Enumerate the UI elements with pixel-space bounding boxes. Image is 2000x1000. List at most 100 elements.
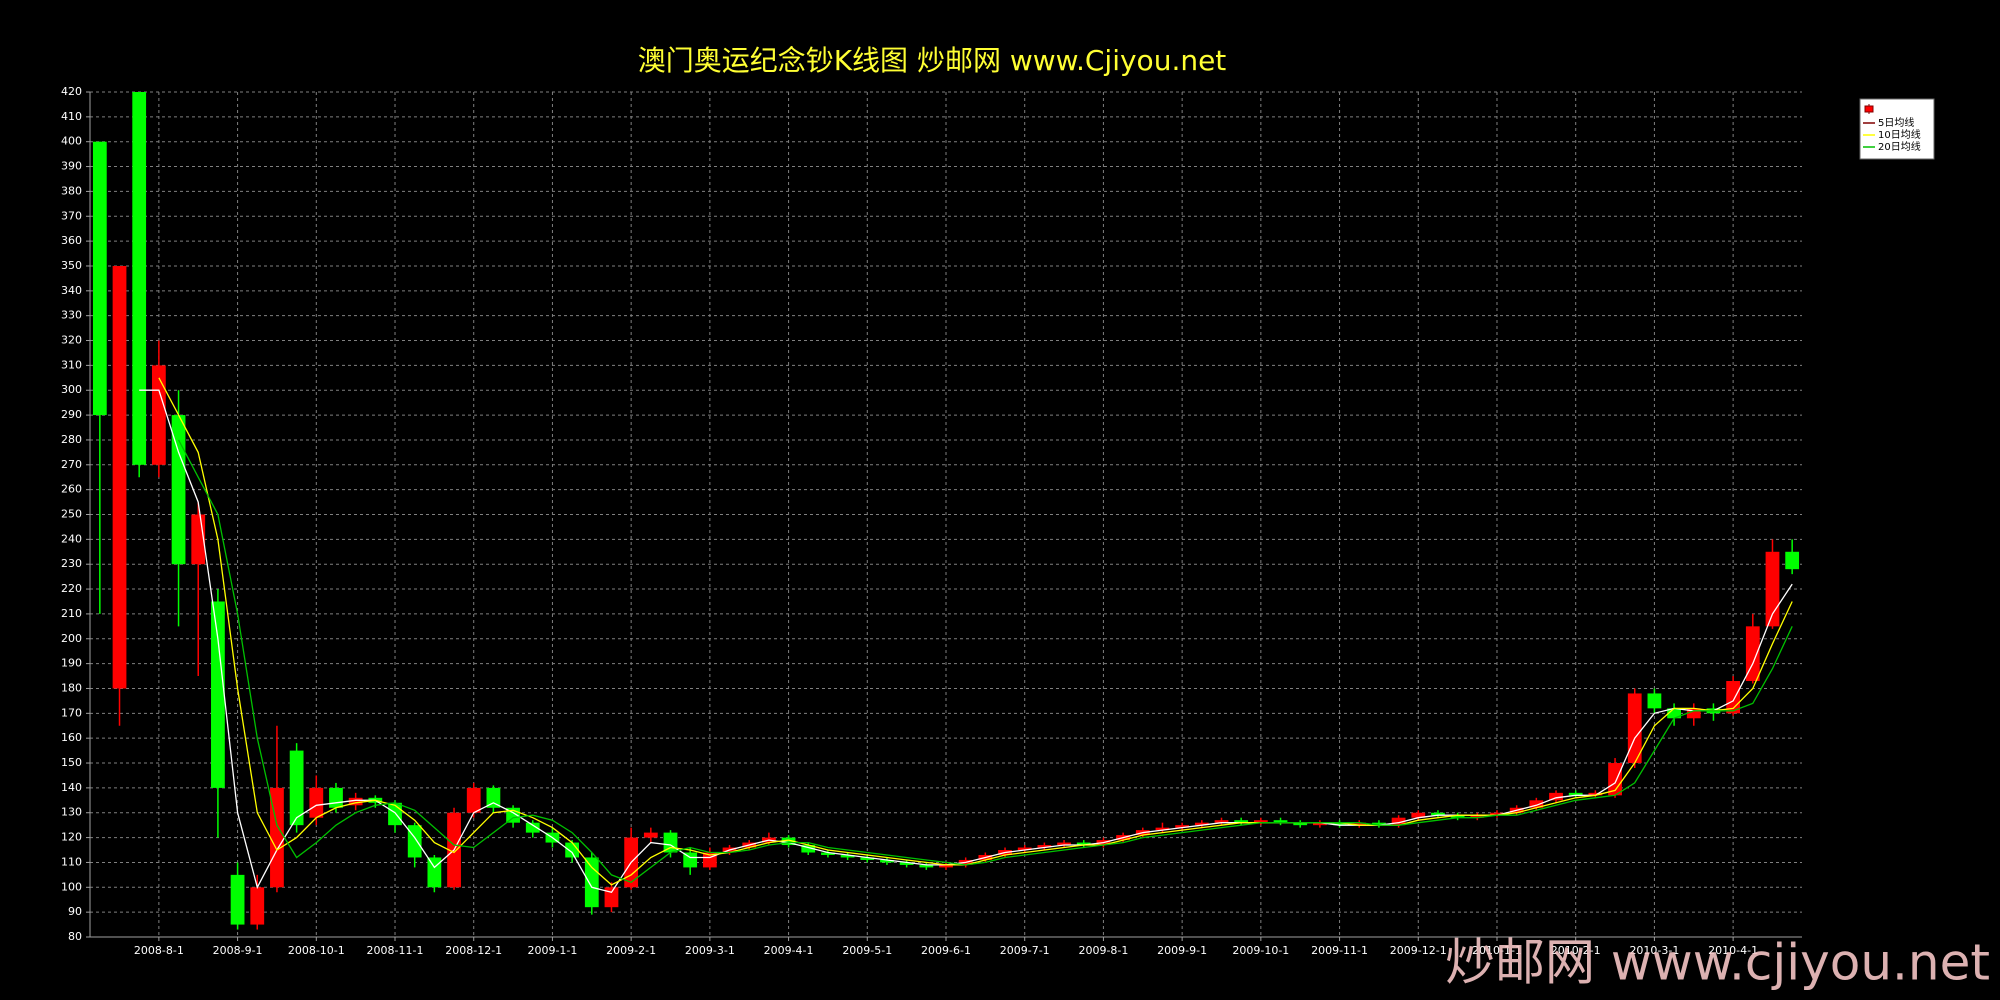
y-tick-label: 80: [68, 930, 82, 943]
y-tick-label: 130: [61, 806, 82, 819]
y-tick-label: 370: [61, 209, 82, 222]
x-tick-label: 2009-11-1: [1311, 944, 1368, 957]
candle-body: [1568, 792, 1583, 796]
x-tick-label: 2008-11-1: [367, 944, 424, 957]
x-tick-label: 2009-6-1: [921, 944, 971, 957]
x-tick-label: 2008-8-1: [134, 944, 184, 957]
candle-body: [1411, 812, 1426, 818]
candle-body: [565, 842, 580, 858]
candle-body: [1470, 815, 1485, 818]
y-tick-label: 260: [61, 483, 82, 496]
candle-body: [1450, 815, 1465, 818]
candle-body: [525, 822, 540, 833]
candle-body: [1155, 827, 1170, 831]
legend-label: 10日均线: [1878, 128, 1921, 141]
candle-body: [486, 787, 501, 808]
candle-body: [1588, 792, 1603, 796]
y-tick-label: 180: [61, 681, 82, 694]
candle-body: [919, 864, 934, 868]
x-tick-label: 2010-2-1: [1551, 944, 1601, 957]
candle-body: [329, 787, 343, 808]
plot-area: 80 90 100 110 120 130 140 150 160 170 180 190 200 210…: [61, 85, 1802, 957]
candle-body: [1332, 822, 1347, 826]
x-tick-label: 2010-4-1: [1708, 944, 1758, 957]
y-tick-label: 140: [61, 781, 82, 794]
candle-body: [112, 265, 127, 689]
candle-body: [781, 837, 796, 846]
y-tick-label: 200: [61, 632, 82, 645]
candle-body: [584, 857, 599, 908]
legend-label: 20日均线: [1878, 140, 1921, 153]
candle-body: [388, 802, 402, 826]
x-tick-label: 2008-10-1: [288, 944, 345, 957]
candle-body: [1293, 822, 1308, 826]
candle-body: [1273, 820, 1288, 823]
y-tick-label: 360: [61, 234, 82, 247]
y-tick-label: 320: [61, 334, 82, 347]
x-tick-label: 2009-8-1: [1078, 944, 1128, 957]
x-tick-label: 2009-12-1: [1390, 944, 1447, 957]
candle-body: [860, 857, 875, 860]
x-tick-label: 2009-4-1: [764, 944, 814, 957]
y-tick-label: 290: [61, 408, 82, 421]
y-tick-label: 380: [61, 184, 82, 197]
y-tick-label: 170: [61, 706, 82, 719]
candle-body: [427, 857, 442, 888]
y-tick-label: 300: [61, 383, 82, 396]
y-tick-label: 220: [61, 582, 82, 595]
candle-body: [1253, 820, 1268, 823]
candle-body: [1017, 847, 1032, 851]
candle-body: [151, 365, 166, 465]
legend-candle: [1864, 105, 1874, 113]
candle-body: [1529, 800, 1544, 808]
x-tick-label: 2009-9-1: [1157, 944, 1207, 957]
candle-body: [466, 787, 481, 813]
candle-body: [1608, 763, 1622, 796]
y-tick-label: 160: [61, 731, 82, 744]
candle-body: [1175, 825, 1190, 828]
candle-body: [211, 601, 225, 788]
y-tick-label: 230: [61, 557, 82, 570]
candle-body: [1549, 792, 1563, 801]
candle-body: [1431, 812, 1445, 816]
candle-body: [880, 859, 894, 863]
y-tick-label: 400: [61, 135, 82, 148]
y-tick-label: 420: [61, 85, 82, 98]
candle-body: [683, 852, 698, 868]
candle-body: [289, 750, 304, 826]
candle-body: [1234, 820, 1249, 823]
candle-body: [1745, 626, 1760, 682]
candle-body: [1037, 845, 1052, 848]
candle-body: [92, 141, 107, 416]
candle-body: [1490, 812, 1504, 816]
y-tick-label: 100: [61, 880, 82, 893]
candle-body: [1667, 708, 1681, 719]
ma-line: [158, 377, 1793, 886]
x-tick-label: 2009-7-1: [1000, 944, 1050, 957]
x-tick-label: 2009-1-1: [527, 944, 577, 957]
y-tick-label: 310: [61, 358, 82, 371]
candle-body: [821, 852, 835, 855]
candle-body: [840, 854, 855, 858]
candle-body: [604, 887, 619, 908]
candle-body: [1194, 822, 1209, 826]
candle-body: [309, 787, 324, 818]
y-tick-label: 240: [61, 532, 82, 545]
y-tick-label: 150: [61, 756, 82, 769]
y-tick-label: 330: [61, 309, 82, 322]
x-tick-label: 2009-5-1: [842, 944, 892, 957]
y-tick-label: 120: [61, 831, 82, 844]
x-tick-label: 2008-9-1: [213, 944, 263, 957]
candle-body: [801, 845, 816, 853]
candle-body: [1076, 842, 1091, 846]
candle-body: [939, 864, 953, 868]
candle-body: [1352, 822, 1367, 826]
candle-body: [1372, 822, 1386, 826]
chart-title: 澳门奥运纪念钞K线图 炒邮网 www.Cjiyou.net: [638, 44, 1227, 77]
candle-body: [1647, 693, 1662, 709]
x-tick-label: 2010-1-1: [1472, 944, 1522, 957]
